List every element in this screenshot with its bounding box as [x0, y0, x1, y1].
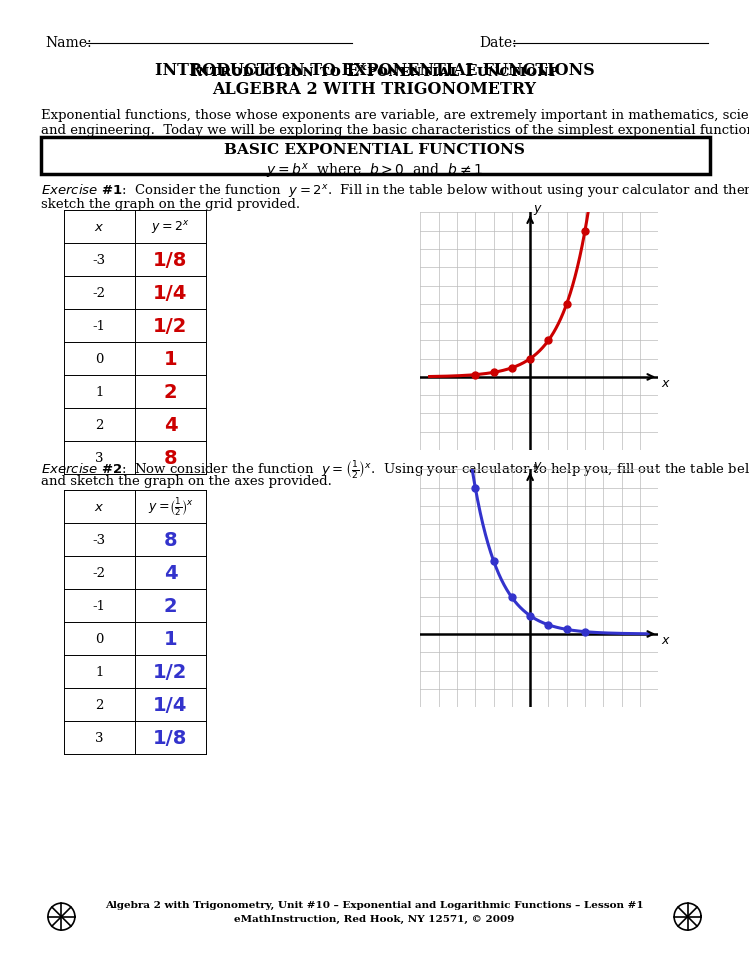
Text: 2: 2 [163, 596, 178, 615]
Text: 1: 1 [163, 629, 178, 648]
Text: 3: 3 [95, 731, 103, 744]
Text: INTRODUCTION TO EXPONENTIAL FUNCTIONS: INTRODUCTION TO EXPONENTIAL FUNCTIONS [154, 62, 595, 79]
Text: 1/8: 1/8 [154, 251, 187, 270]
Text: and engineering.  Today we will be exploring the basic characteristics of the si: and engineering. Today we will be explor… [41, 124, 749, 137]
Text: 1/4: 1/4 [154, 284, 187, 303]
Text: x: x [661, 377, 668, 390]
Text: 8: 8 [163, 530, 178, 549]
Text: Name:: Name: [45, 36, 91, 49]
Text: -1: -1 [93, 599, 106, 612]
Text: 1/4: 1/4 [154, 695, 187, 714]
Text: -3: -3 [93, 254, 106, 267]
Text: $y=\!\left(\frac{1}{2}\right)^{\!x}$: $y=\!\left(\frac{1}{2}\right)^{\!x}$ [148, 496, 193, 517]
Text: Iɴᴛʀᴏᴅᴜᴄᴛɪᴏɴ ᴛᴏ Eˣᴘᴏɴᴇɴᴛɪᴀʟ Fᴜɴᴄᴛɪᴏɴᴘ: Iɴᴛʀᴏᴅᴜᴄᴛɪᴏɴ ᴛᴏ Eˣᴘᴏɴᴇɴᴛɪᴀʟ Fᴜɴᴄᴛɪᴏɴᴘ [190, 63, 559, 80]
Text: 2: 2 [95, 419, 103, 432]
Text: -3: -3 [93, 533, 106, 547]
Text: Date:: Date: [479, 36, 517, 49]
Text: Exponential functions, those whose exponents are variable, are extremely importa: Exponential functions, those whose expon… [41, 109, 749, 121]
Text: 1: 1 [95, 665, 103, 678]
Text: 4: 4 [163, 416, 178, 435]
Text: 1/8: 1/8 [154, 728, 187, 747]
Text: 1/2: 1/2 [154, 317, 187, 336]
Text: 4: 4 [163, 563, 178, 582]
Text: x: x [661, 634, 668, 646]
Text: ALGEBRA 2 WITH TRIGONOMETRY: ALGEBRA 2 WITH TRIGONOMETRY [213, 81, 536, 99]
Text: 0: 0 [95, 632, 103, 645]
Bar [41, 138, 710, 174]
Text: sketch the graph on the grid provided.: sketch the graph on the grid provided. [41, 198, 300, 210]
Text: y: y [534, 202, 542, 214]
Text: 2: 2 [95, 698, 103, 711]
Text: eMathInstruction, Red Hook, NY 12571, © 2009: eMathInstruction, Red Hook, NY 12571, © … [234, 915, 515, 923]
Text: 1/2: 1/2 [154, 662, 187, 681]
Text: $\it{Exercise}$ $\bf{\#1}$:  Consider the function  $y = 2^x$.  Fill in the tabl: $\it{Exercise}$ $\bf{\#1}$: Consider the… [41, 182, 749, 200]
Text: 8: 8 [163, 449, 178, 468]
Text: 2: 2 [163, 383, 178, 402]
Text: BASIC EXPONENTIAL FUNCTIONS: BASIC EXPONENTIAL FUNCTIONS [224, 142, 525, 156]
Text: 1: 1 [95, 386, 103, 399]
Text: $x$: $x$ [94, 500, 104, 514]
Text: -2: -2 [93, 287, 106, 300]
Text: 3: 3 [95, 452, 103, 465]
Text: 1: 1 [163, 350, 178, 369]
Text: Algebra 2 with Trigonometry, Unit #10 – Exponential and Logarithmic Functions – : Algebra 2 with Trigonometry, Unit #10 – … [105, 900, 644, 909]
Text: $y = 2^x$: $y = 2^x$ [151, 219, 189, 236]
Text: y: y [534, 458, 542, 471]
Text: -1: -1 [93, 320, 106, 333]
Text: $\it{Exercise}$ $\bf{\#2}$:  Now consider the function  $y = \left(\frac{1}{2}\r: $\it{Exercise}$ $\bf{\#2}$: Now consider… [41, 458, 749, 481]
Text: $y = b^x$  where  $b > 0$  and  $b \neq 1$: $y = b^x$ where $b > 0$ and $b \neq 1$ [266, 162, 483, 181]
Text: $x$: $x$ [94, 221, 104, 234]
Text: 0: 0 [95, 353, 103, 366]
Text: and sketch the graph on the axes provided.: and sketch the graph on the axes provide… [41, 475, 332, 487]
Text: -2: -2 [93, 566, 106, 579]
